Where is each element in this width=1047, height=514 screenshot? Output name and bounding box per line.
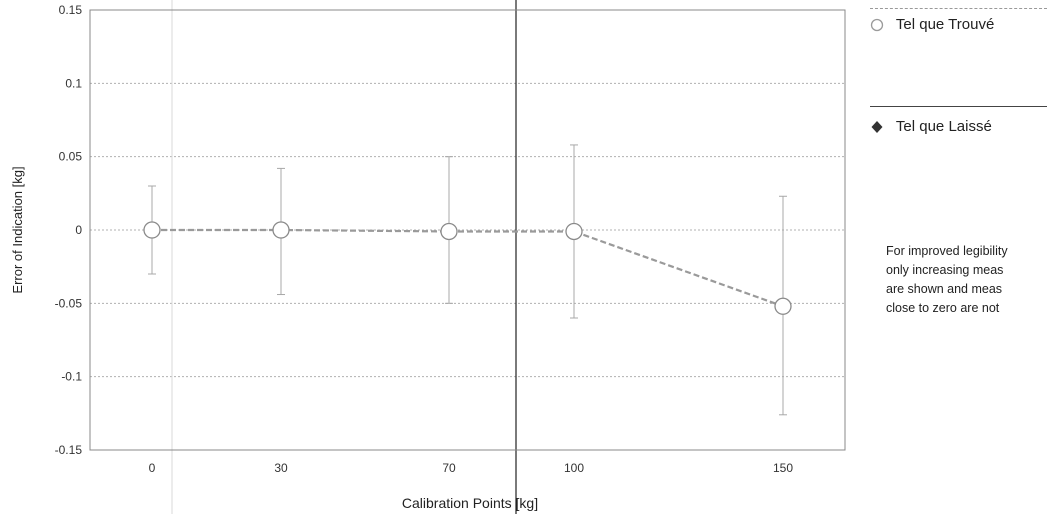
legend-divider [870,106,1047,107]
scan-artifacts [171,0,517,514]
x-tick-label: 30 [274,461,288,475]
x-tick-label: 70 [442,461,456,475]
legend-item-tel-que-laisse: Tel que Laissé [870,118,992,135]
note-line: are shown and meas [886,282,1003,296]
y-axis-ticks: 0.15 0.1 0.05 0 -0.05 -0.1 -0.15 [55,3,83,457]
y-axis-label: Error of Indication [kg] [10,166,25,293]
data-point [143,221,161,239]
y-tick-label: 0.15 [59,3,83,17]
legend-item-tel-que-trouve: Tel que Trouvé [870,16,994,33]
note-line: close to zero are not [886,301,1000,315]
y-tick-label: -0.15 [55,443,83,457]
legend-divider [870,8,1047,9]
y-tick-label: -0.05 [55,296,83,310]
legibility-note: For improved legibility only increasing … [886,242,1047,318]
legend-label: Tel que Trouvé [895,16,995,33]
data-point [774,297,792,315]
legend-label: Tel que Laissé [895,118,992,135]
note-line: only increasing meas [886,263,1004,277]
plot-area [89,9,846,451]
x-axis-label: Calibration Points [kg] [402,495,538,511]
x-tick-label: 150 [773,461,793,475]
y-tick-label: -0.1 [61,370,82,384]
series-line [152,228,784,308]
x-tick-label: 0 [149,461,156,475]
grid-lines [90,82,845,378]
data-point [565,222,583,241]
open-circle-icon [870,18,884,32]
x-tick-label: 100 [564,461,584,475]
note-line: For improved legibility [886,244,1008,258]
y-tick-label: 0.1 [65,76,82,90]
data-point [272,221,290,239]
y-tick-label: 0 [75,223,82,237]
data-point [440,222,458,241]
series-tel-que-trouve [143,144,792,416]
y-tick-label: 0.05 [59,150,83,164]
filled-diamond-icon [871,121,883,134]
x-axis-ticks: 0 30 70 100 150 [149,461,794,475]
